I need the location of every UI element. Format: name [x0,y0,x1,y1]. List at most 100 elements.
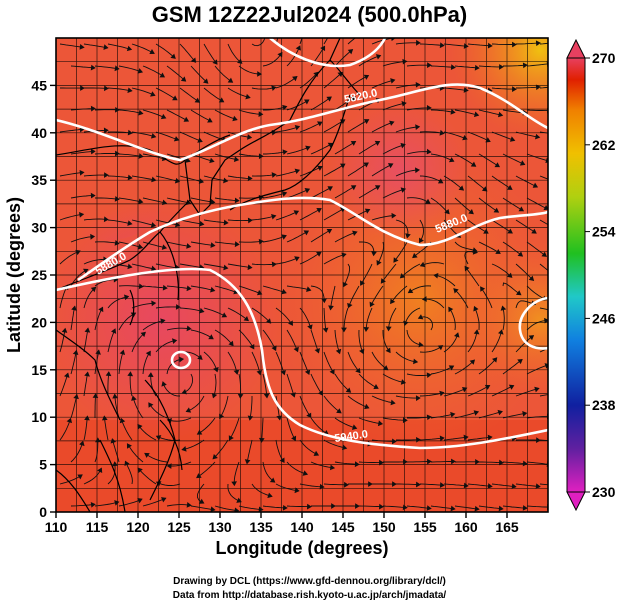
streamline [142,109,166,119]
streamline-arrow [114,500,120,506]
streamline-arrow [500,305,507,311]
streamline [396,439,421,441]
streamline [539,483,548,486]
streamline [238,153,263,157]
streamline [334,231,357,243]
streamline-arrow [263,31,267,34]
streamline-arrow [90,105,96,112]
streamline-arrow [450,64,456,70]
streamline-arrow [227,77,234,83]
streamline [249,396,253,420]
streamline [131,302,156,309]
streamline-arrow [497,409,503,416]
streamline-arrow [277,51,283,58]
streamline [430,109,455,113]
streamline-arrow [180,76,187,82]
streamline [144,453,168,463]
streamline-arrow [528,335,535,341]
streamline [382,417,407,421]
streamline-arrow [403,320,409,327]
streamline [406,197,431,204]
streamline [502,241,523,257]
streamline [275,307,293,326]
streamline-arrow [276,415,283,421]
streamline [395,351,418,363]
streamline-arrow [267,492,273,499]
streamline [70,394,78,419]
streamline [393,241,408,263]
streamline [118,312,136,331]
streamline [124,461,133,485]
streamline [203,43,218,65]
streamline [430,197,450,214]
streamline-arrow [257,71,262,77]
streamline-arrow [290,392,296,398]
streamline [166,109,189,122]
streamline [70,350,77,375]
streamline-arrow [247,134,253,140]
streamline [94,152,120,155]
streamline-arrow [439,42,445,49]
streamline [94,438,99,463]
streamline [323,207,346,221]
streamline-arrow [326,96,332,102]
streamline [454,197,474,215]
streamline-arrow [256,289,263,296]
streamline-arrow [236,497,242,503]
streamline-arrow [92,393,99,398]
streamline-arrow [375,54,382,60]
streamline-arrow [186,502,192,508]
streamline [70,236,95,243]
streamline [212,439,229,460]
streamline [299,71,319,89]
streamline [388,307,397,331]
streamline-arrow [247,217,253,224]
streamline-arrow [400,187,407,193]
streamline-arrow [401,101,407,107]
streamline-arrow [223,219,229,226]
streamline-arrow [244,459,251,465]
streamline-arrow [407,288,414,294]
streamline-arrow [223,264,229,271]
streamline-arrow [317,390,323,396]
credit-data: Data from http://database.rish.kyoto-u.a… [172,590,447,601]
streamline-arrow [390,78,396,84]
streamline-arrow [413,358,419,365]
streamline [83,468,102,485]
streamline [539,439,548,441]
streamline [478,109,503,116]
streamline-arrow [416,436,421,443]
streamline-arrow [444,208,450,215]
streamline-arrow [170,53,176,59]
streamline-arrow [197,354,203,360]
streamline [334,49,353,67]
streamline-arrow [247,415,254,421]
coastlines [56,38,361,512]
streamline-arrow [175,304,181,310]
streamline-arrow [213,367,219,373]
streamline [103,416,109,441]
streamline-arrow [481,186,488,192]
streamline [360,263,373,286]
streamline-arrow [144,452,150,458]
streamline [467,436,492,441]
streamline-arrow [360,280,366,286]
streamline [251,215,276,221]
streamline [286,45,301,67]
colorbar-max-arrow [566,38,586,59]
streamline [347,38,356,45]
x-tick-label: 165 [495,519,519,535]
streamline-arrow [137,498,143,504]
x-tick-label: 160 [454,519,478,535]
streamline [430,65,456,68]
streamline [186,395,205,412]
streamline-arrow [380,278,386,284]
streamline [219,395,229,419]
streamline [94,393,97,418]
streamline-arrow [400,142,406,149]
streamline [238,285,262,295]
streamline [330,285,336,310]
streamline [515,335,534,353]
streamline-arrow [114,65,120,72]
streamline [395,169,420,177]
